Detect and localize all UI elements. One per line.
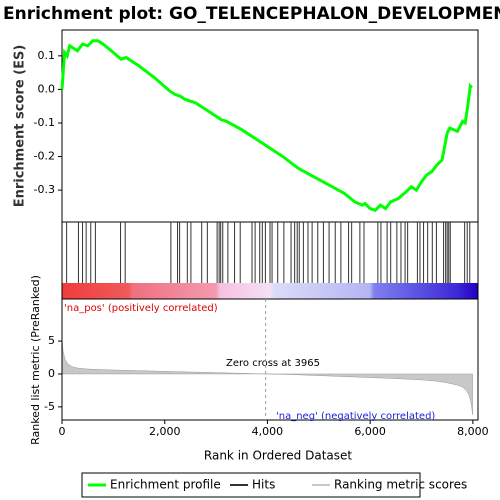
x-axis-label: Rank in Ordered Dataset	[204, 449, 352, 463]
legend	[81, 472, 421, 498]
legend-label: Enrichment profile	[110, 478, 221, 492]
y-tick-label: -5	[44, 400, 55, 413]
panel-frame	[61, 298, 479, 421]
enrichment-line	[60, 39, 473, 212]
legend-label: Hits	[252, 478, 275, 492]
y-axis-label: Enrichment score (ES)	[13, 45, 28, 208]
y-tick-label: 5	[48, 334, 55, 347]
metric-area	[61, 337, 473, 415]
y-tick-label: -0.2	[34, 150, 55, 163]
x-tick-label: 6,000	[354, 425, 386, 438]
y-tick-label: -0.1	[34, 116, 55, 129]
y-axis-label: Ranked list metric (PreRanked)	[29, 275, 42, 445]
y-tick-label: 0	[48, 367, 55, 380]
heatmap-bar	[62, 283, 478, 299]
x-tick-label: 8,000	[457, 425, 489, 438]
y-tick-label: 0.0	[38, 82, 56, 95]
annotation: 'na_neg' (negatively correlated)	[276, 411, 435, 422]
chart-title: Enrichment plot: GO_TELENCEPHALON_DEVELO…	[3, 4, 500, 24]
annotation: Zero cross at 3965	[226, 358, 320, 369]
y-tick-label: 0.1	[38, 49, 56, 62]
annotation: 'na_pos' (positively correlated)	[64, 303, 218, 314]
legend-label: Ranking metric scores	[334, 478, 467, 492]
x-tick-label: 0	[59, 425, 66, 438]
x-tick-label: 2,000	[149, 425, 181, 438]
x-tick-label: 4,000	[252, 425, 284, 438]
y-tick-label: -0.3	[34, 183, 55, 196]
